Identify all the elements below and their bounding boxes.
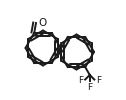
Text: F: F xyxy=(78,76,83,84)
Text: F: F xyxy=(97,76,102,84)
Text: F: F xyxy=(87,83,92,92)
Text: O: O xyxy=(38,18,46,28)
